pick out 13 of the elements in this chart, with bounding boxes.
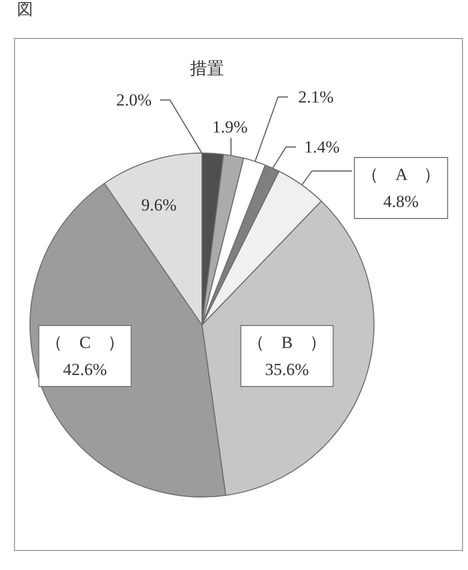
data-label: 35.6%	[265, 360, 309, 379]
data-label: 9.6%	[141, 196, 177, 214]
slice-label: （ A ）	[361, 165, 441, 184]
data-label: 1.4%	[304, 138, 340, 156]
data-label: 2.1%	[298, 88, 334, 106]
slice-label: （ C ）	[45, 333, 125, 352]
data-label: 2.0%	[116, 90, 152, 110]
data-label: 4.8%	[383, 192, 419, 211]
slice-label: （ B ）	[247, 333, 327, 352]
chart-title: 措置	[190, 59, 224, 78]
data-label: 1.9%	[212, 118, 248, 136]
text: 図	[17, 2, 33, 18]
data-label: 42.6%	[63, 360, 107, 379]
